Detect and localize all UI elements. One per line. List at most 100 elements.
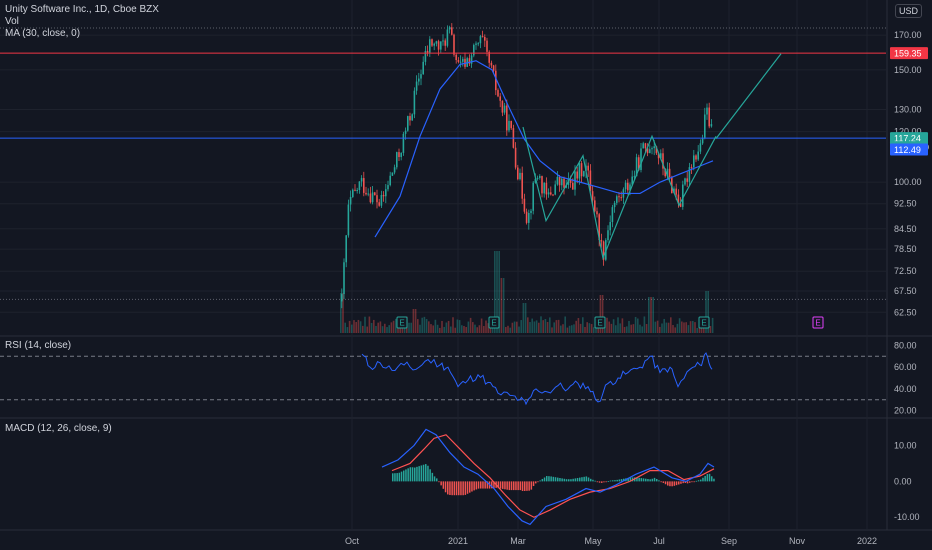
volume-bar (711, 317, 714, 333)
volume-bar (564, 316, 566, 333)
macd-histogram-bar (642, 478, 645, 482)
x-tick-label: 2021 (448, 536, 468, 546)
volume-bar (678, 318, 681, 333)
volume-bar (509, 327, 511, 333)
currency-badge[interactable]: USD (894, 4, 922, 18)
volume-bar (652, 297, 654, 333)
volume-bar (524, 303, 527, 333)
earnings-marker (594, 316, 606, 329)
volume-bar (375, 325, 377, 333)
candle-body (380, 194, 383, 206)
volume-bar (452, 317, 454, 333)
candle-body (501, 100, 504, 113)
candle-body (440, 41, 442, 50)
macd-histogram-bar (570, 479, 572, 482)
candle-body (374, 192, 376, 196)
volume-bar (601, 295, 604, 333)
macd-histogram-bar (647, 478, 649, 482)
volume-bar (610, 323, 613, 333)
volume-bar (436, 324, 439, 333)
volume-bar (344, 322, 346, 333)
macd-histogram-bar (576, 478, 579, 482)
volume-bar (568, 325, 571, 333)
candle-body (468, 58, 471, 64)
volume-bar (412, 309, 415, 333)
candle-body (422, 61, 424, 75)
macd-histogram-bar (713, 478, 715, 482)
macd-histogram-bar (587, 477, 590, 482)
candle-body (400, 152, 402, 158)
macd-histogram-bar (528, 481, 530, 491)
macd-histogram-bar (506, 481, 508, 490)
macd-histogram-bar (616, 479, 618, 482)
volume-bar (355, 322, 357, 333)
volume-bar (379, 321, 382, 333)
candle-body (545, 182, 548, 195)
earnings-marker-label: E (701, 319, 706, 328)
candle-body (686, 178, 688, 182)
macd-histogram-bar (649, 479, 651, 482)
macd-histogram-bar (425, 464, 427, 482)
volume-bar (562, 324, 564, 333)
candle-body (587, 165, 589, 171)
macd-histogram-bar (497, 481, 500, 489)
y-tick-label: 92.50 (894, 199, 917, 209)
macd-histogram-bar (609, 480, 612, 482)
macd-histogram-bar (629, 477, 632, 482)
volume-bar (395, 318, 397, 333)
candle-body (539, 176, 541, 178)
volume-bar (632, 324, 635, 333)
macd-histogram-bar (700, 479, 702, 482)
candle-body (477, 43, 479, 45)
candle-body (510, 120, 512, 129)
macd-histogram-bar (418, 466, 420, 482)
candle-body (666, 168, 669, 177)
macd-histogram-bar (550, 476, 552, 482)
candle-body (624, 182, 627, 190)
candle-body (360, 178, 363, 182)
rsi-tick-label: 60.00 (894, 362, 917, 372)
macd-histogram-bar (398, 472, 401, 482)
volume-bar (498, 251, 500, 333)
volume-bar (401, 327, 404, 333)
y-tick-label: 120.00 (894, 127, 922, 137)
candle-body (404, 130, 407, 134)
volume-bar (617, 317, 619, 333)
macd-histogram-bar (508, 481, 511, 491)
candle-body (457, 59, 460, 62)
volume-bar (359, 321, 362, 333)
macd-histogram-bar (422, 464, 425, 482)
volume-bar (656, 320, 659, 333)
candle-body (547, 192, 550, 195)
macd-histogram-bar (462, 481, 464, 496)
candle-body (391, 172, 394, 176)
y-tick-label: 62.50 (894, 307, 917, 317)
candle-body (690, 167, 693, 169)
price-label-bg (890, 47, 928, 60)
macd-histogram-bar (689, 481, 691, 483)
volume-bar (441, 320, 443, 333)
candle-body (684, 178, 686, 185)
macd-histogram-bar (711, 476, 713, 482)
candle-body (506, 105, 508, 131)
macd-histogram-bar (596, 481, 599, 483)
volume-bar (425, 319, 428, 333)
volume-bar (511, 322, 514, 333)
volume-bar (421, 317, 423, 333)
candle-body (523, 198, 526, 212)
macd-histogram-bar (482, 481, 484, 489)
volume-bar (529, 322, 531, 333)
candle-body (521, 172, 523, 199)
candle-body (473, 44, 475, 56)
volume-bar (478, 325, 481, 333)
candle-body (536, 177, 539, 179)
volume-bar (599, 295, 602, 333)
macd-histogram-bar (603, 481, 605, 483)
volume-bar (634, 316, 637, 333)
macd-histogram-bar (493, 481, 495, 488)
macd-histogram-bar (678, 481, 680, 485)
macd-histogram-bar (414, 467, 416, 482)
candle-body (349, 197, 352, 205)
earnings-marker (488, 316, 500, 329)
